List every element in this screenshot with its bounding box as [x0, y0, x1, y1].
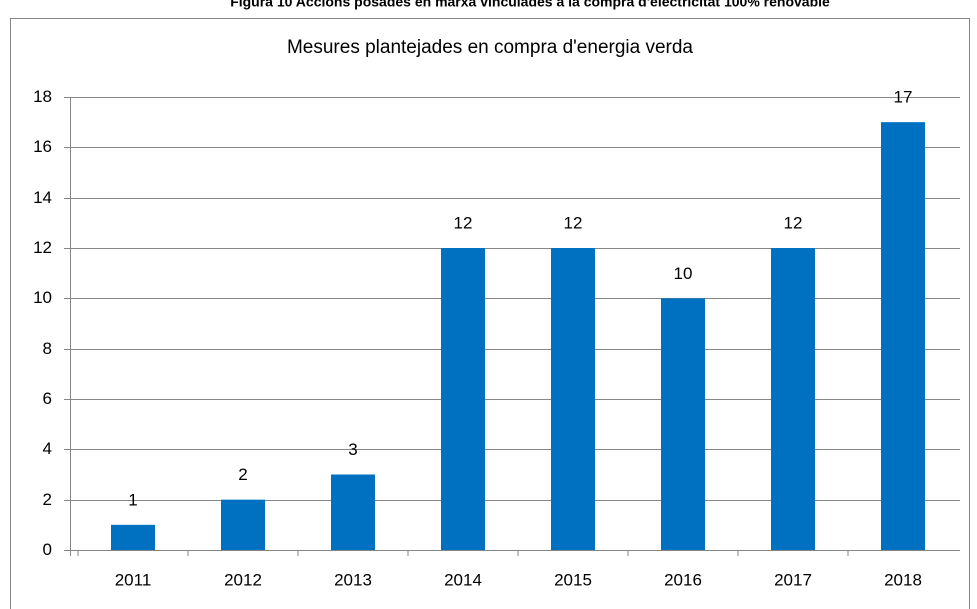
x-tick-label: 2016 — [664, 570, 702, 589]
y-tick-label: 18 — [33, 87, 52, 106]
bar — [661, 298, 705, 550]
x-tick-label: 2018 — [884, 570, 922, 589]
y-tick-label: 8 — [43, 339, 52, 358]
x-tick-label: 2017 — [774, 570, 812, 589]
bar — [111, 524, 155, 550]
x-tick-label: 2012 — [224, 570, 262, 589]
y-tick-label: 4 — [43, 439, 52, 458]
bar — [551, 248, 595, 550]
y-tick-label: 10 — [33, 288, 52, 307]
value-label: 1 — [128, 490, 137, 509]
x-tick-label: 2015 — [554, 570, 592, 589]
bar — [221, 499, 265, 550]
bar — [331, 474, 375, 550]
figure-caption: Figura 10 Accions posades en marxa vincu… — [230, 0, 830, 10]
bar — [441, 248, 485, 550]
y-tick-label: 2 — [43, 490, 52, 509]
chart-title: Mesures plantejades en compra d'energia … — [287, 37, 693, 58]
value-label: 3 — [348, 440, 357, 459]
y-tick-label: 14 — [33, 188, 52, 207]
value-label: 12 — [454, 213, 473, 232]
value-label: 12 — [564, 213, 583, 232]
chart-border — [10, 18, 970, 609]
y-tick-label: 12 — [33, 238, 52, 257]
value-label: 12 — [784, 213, 803, 232]
y-tick-label: 16 — [33, 137, 52, 156]
x-tick-label: 2011 — [115, 570, 152, 589]
value-label: 10 — [674, 264, 693, 283]
value-label: 2 — [238, 465, 247, 484]
y-tick-label: 6 — [43, 389, 52, 408]
value-label: 17 — [894, 88, 913, 107]
bar — [881, 122, 925, 551]
x-tick-label: 2013 — [334, 570, 372, 589]
bar — [771, 248, 815, 550]
x-tick-label: 2014 — [444, 570, 482, 589]
y-tick-label: 0 — [43, 540, 52, 559]
